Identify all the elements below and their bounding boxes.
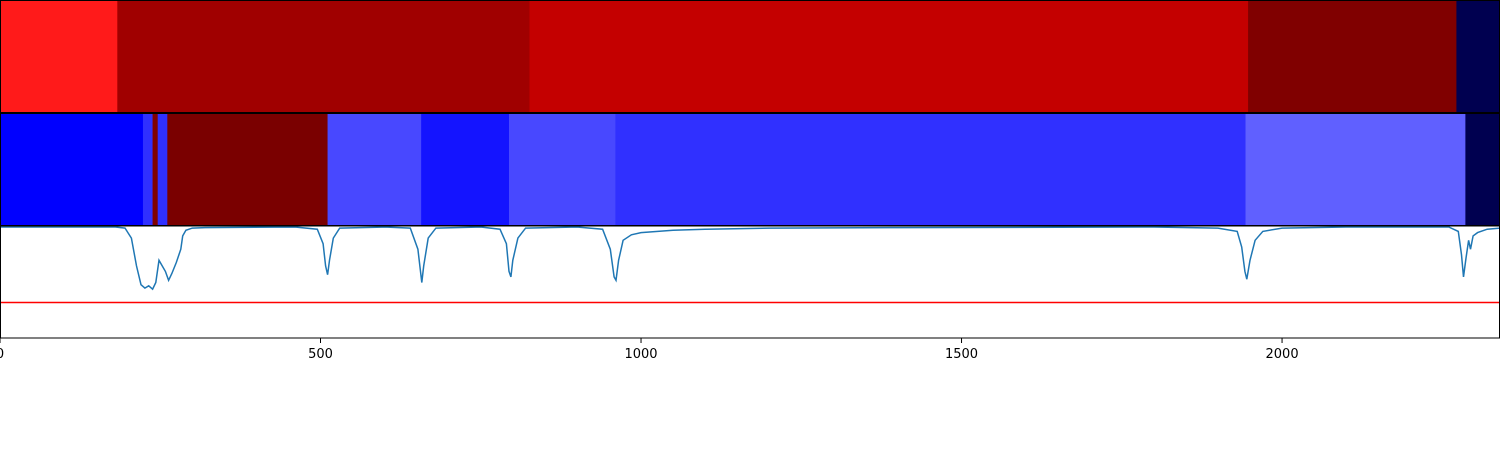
x-tick-label-1500: 1500 xyxy=(945,347,978,362)
top-track-segment-2 xyxy=(117,1,530,112)
signal-panel-background xyxy=(0,226,1500,338)
middle-track-segment-10 xyxy=(1245,114,1466,225)
middle-class-track xyxy=(0,114,1500,225)
top-class-track xyxy=(0,1,1500,112)
middle-track-segment-2 xyxy=(142,114,154,225)
x-tick-label-0: 0 xyxy=(0,347,4,362)
middle-track-segment-5 xyxy=(167,114,329,225)
middle-track-segment-1 xyxy=(0,114,144,225)
middle-track-segment-11 xyxy=(1465,114,1500,225)
middle-track-segment-3 xyxy=(152,114,159,225)
middle-track-segment-7 xyxy=(421,114,510,225)
top-track-segment-1 xyxy=(0,1,118,112)
signal-panel xyxy=(0,226,1500,338)
middle-track-segment-6 xyxy=(327,114,422,225)
signal-line xyxy=(0,226,1500,291)
middle-track-segment-8 xyxy=(508,114,616,225)
top-track-segment-3 xyxy=(529,1,1249,112)
middle-track-segment-4 xyxy=(157,114,168,225)
x-tick-label-1000: 1000 xyxy=(624,347,657,362)
x-tick-label-500: 500 xyxy=(308,347,333,362)
x-axis: 0 500 1000 1500 2000 xyxy=(0,338,1299,362)
top-track-segment-5 xyxy=(1456,1,1500,112)
x-tick-label-2000: 2000 xyxy=(1266,347,1299,362)
middle-track-segment-9 xyxy=(615,114,1247,225)
top-track-segment-4 xyxy=(1248,1,1457,112)
